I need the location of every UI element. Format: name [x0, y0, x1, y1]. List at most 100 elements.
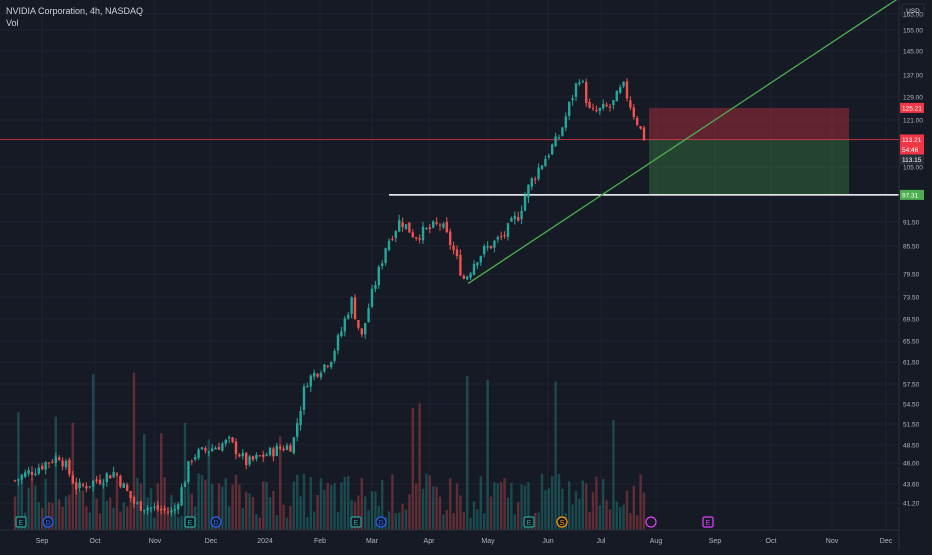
candle-body: [234, 441, 238, 455]
candle-body: [258, 455, 261, 457]
volume-bar: [585, 483, 588, 530]
candle-body: [554, 136, 557, 147]
volume-bar: [187, 485, 190, 530]
candle-body: [24, 472, 27, 477]
volume-bar: [279, 436, 282, 530]
candle-body: [241, 453, 244, 457]
volume-bar: [119, 511, 122, 530]
candle-body: [564, 116, 567, 128]
volume-bar: [506, 497, 510, 530]
price-label-text: 54:46: [902, 147, 919, 154]
volume-bar: [78, 490, 81, 530]
candle-body: [472, 264, 476, 275]
volume-bar: [68, 494, 71, 530]
candle-body: [435, 222, 438, 224]
candle-body: [537, 167, 540, 179]
candle-body: [513, 215, 516, 220]
candle-body: [64, 460, 68, 468]
volume-bar: [292, 481, 295, 530]
candle-body: [306, 385, 309, 388]
currency-button[interactable]: [901, 3, 925, 18]
candle-body: [282, 448, 285, 451]
volume-bar: [517, 502, 520, 530]
event-marker-label: D: [213, 520, 218, 527]
candle-body: [61, 460, 64, 467]
candle-body: [500, 236, 503, 238]
candle-body: [438, 224, 442, 226]
volume-bar: [588, 511, 591, 530]
volume-bar: [476, 509, 479, 530]
volume-bar: [472, 501, 476, 530]
candle-body: [228, 437, 231, 439]
candle-body: [163, 508, 166, 511]
volume-bar: [51, 503, 54, 530]
candle-body: [211, 448, 214, 452]
volume-bar: [129, 496, 132, 530]
volume-bar: [513, 514, 516, 530]
volume-bar: [58, 499, 61, 530]
volume-bar: [238, 484, 241, 530]
event-marker-label: E: [706, 520, 711, 527]
candle-body: [309, 375, 312, 387]
volume-bar: [347, 475, 350, 530]
dividend-marker: [375, 516, 387, 528]
volume-bar: [27, 487, 30, 530]
volume-bar: [428, 475, 431, 530]
price-label-text: 97.31: [902, 192, 919, 199]
candle-body: [245, 452, 248, 465]
candle-body: [370, 288, 374, 307]
candle-body: [262, 454, 265, 458]
volume-bar: [224, 478, 227, 530]
candle-body: [173, 509, 176, 511]
candle-body: [455, 249, 459, 257]
candle-body: [299, 410, 302, 426]
candle-body: [442, 223, 445, 228]
candle-body: [102, 483, 105, 486]
volume-bar: [540, 473, 544, 530]
candle-body: [544, 158, 547, 167]
price-tick-label: 105.00: [903, 165, 923, 172]
volume-bar: [200, 475, 204, 530]
candle-body: [183, 482, 187, 487]
volume-bar: [561, 488, 564, 530]
candle-body: [204, 448, 207, 451]
time-tick-label: Nov: [826, 538, 839, 545]
volume-bar: [258, 517, 261, 530]
volume-bars: [13, 372, 646, 530]
candle-body: [615, 90, 618, 102]
candle-body: [289, 445, 292, 452]
candle-body: [47, 462, 51, 464]
volume-bar: [112, 507, 115, 530]
volume-bar: [153, 517, 156, 530]
candle-body: [285, 445, 289, 450]
volume-bar: [421, 488, 425, 530]
price-tick-label: 54.50: [903, 402, 920, 409]
candle-body: [30, 471, 34, 475]
candle-body: [540, 165, 544, 170]
volume-bar: [615, 501, 618, 530]
candle-body: [122, 483, 125, 489]
volume-bar: [109, 497, 112, 530]
volume-bar: [595, 476, 598, 530]
candle-body: [568, 101, 571, 116]
time-tick-label: Jun: [542, 538, 553, 545]
volume-bar: [527, 482, 530, 530]
volume-bar: [404, 509, 408, 530]
candle-body: [190, 460, 193, 462]
candle-body: [629, 100, 632, 108]
volume-bar: [285, 517, 289, 530]
take-profit-zone: [649, 139, 849, 195]
volume-bar: [578, 498, 581, 530]
candle-body: [401, 222, 404, 228]
volume-bar: [449, 478, 452, 530]
candle-body: [418, 238, 421, 240]
candle-body: [146, 507, 149, 511]
volume-bar: [17, 412, 20, 530]
volume-bar: [309, 477, 312, 530]
candle-body: [517, 216, 520, 221]
chart-legend: NVIDIA Corporation, 4h, NASDAQ Vol: [6, 5, 143, 29]
